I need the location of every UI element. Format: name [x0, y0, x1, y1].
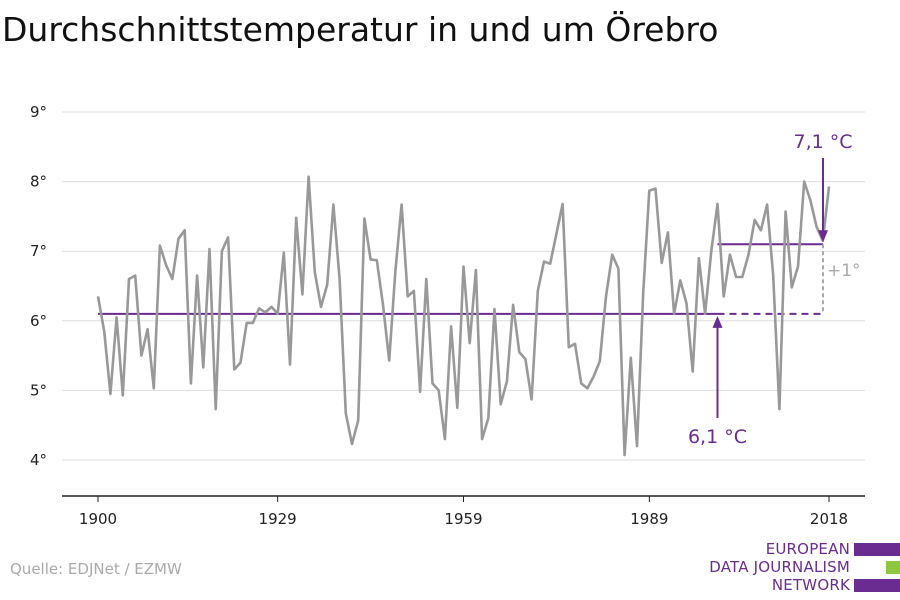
arrow-7-1-head: [818, 230, 828, 243]
x-tick-label: 1929: [259, 510, 297, 528]
x-axis: 1900 1929 1959 1989 2018: [62, 495, 865, 528]
logo-line-1: EUROPEAN: [765, 540, 850, 558]
logo-line-2: DATA JOURNALISM: [709, 558, 850, 576]
delta-label: +1°: [827, 261, 861, 281]
edjnet-logo: EUROPEAN DATA JOURNALISM NETWORK: [690, 540, 900, 596]
source-note: Quelle: EDJNet / EZMW: [10, 560, 182, 578]
x-tick-label: 1959: [444, 510, 482, 528]
annotations: +1° 6,1 °C 7,1 °C: [688, 131, 861, 448]
logo-line-3: NETWORK: [771, 576, 850, 594]
y-tick-label: 5°: [30, 381, 47, 399]
temperature-line: [96, 175, 831, 457]
y-tick-label: 6°: [30, 312, 47, 330]
chart-title: Durchschnittstemperatur in und um Örebro: [2, 10, 719, 49]
arrow-6-1-head: [712, 315, 723, 328]
x-tick-label: 1989: [630, 510, 668, 528]
y-tick-label: 8°: [30, 173, 47, 191]
logo-bar-3: [854, 579, 900, 592]
logo-bar-1: [854, 543, 900, 556]
x-tick-label: 2018: [810, 510, 848, 528]
y-axis-labels: 4° 5° 6° 7° 8° 9°: [30, 103, 47, 469]
y-tick-label: 7°: [30, 242, 47, 260]
y-tick-label: 9°: [30, 103, 47, 121]
temperature-series: [96, 175, 831, 457]
x-tick-label: 1900: [79, 510, 117, 528]
logo-bar-2: [886, 561, 900, 574]
y-tick-label: 4°: [30, 451, 47, 469]
label-7-1: 7,1 °C: [793, 131, 852, 153]
label-6-1: 6,1 °C: [688, 426, 747, 448]
grid-lines: [62, 111, 865, 461]
